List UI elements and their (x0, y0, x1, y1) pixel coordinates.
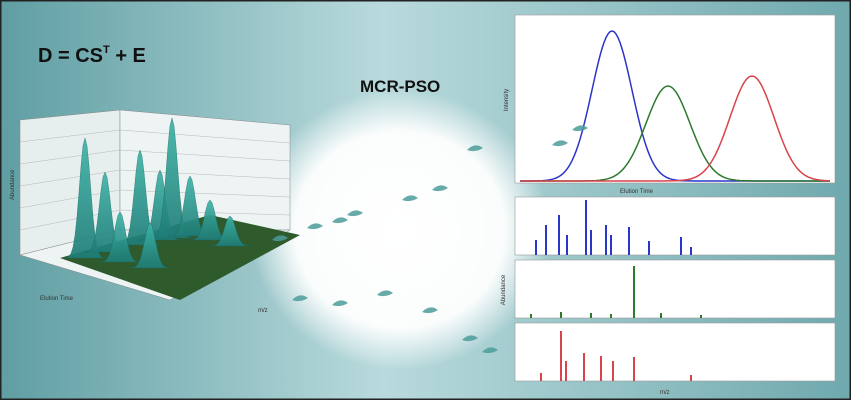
spectrum-peak (700, 315, 702, 318)
spectrum-peak (590, 313, 592, 318)
spectrum-peak (610, 314, 612, 318)
spectrum-peak (660, 313, 662, 318)
panel (515, 323, 835, 381)
page: {"formula": {"lhs": "D = CS", "superscri… (0, 0, 851, 400)
panel (515, 260, 835, 318)
spectrum-peak (600, 356, 602, 381)
spectrum-peak (585, 200, 587, 255)
glow (250, 90, 550, 370)
spectra-plot: Abundance m/z (501, 197, 835, 396)
spectrum-peak (690, 247, 692, 255)
spectrum-peak (530, 314, 532, 318)
formula: D = CST + E (38, 44, 146, 67)
method-title: MCR-PSO (360, 77, 440, 96)
panel (515, 197, 835, 255)
spectrum-peak (560, 312, 562, 318)
spectrum-peak (583, 353, 585, 381)
spectrum-peak (690, 375, 692, 381)
spectrum-peak (535, 240, 537, 255)
y-axis-label: Abundance (501, 274, 507, 305)
formula-rhs: + E (110, 45, 146, 67)
spectrum-peak (610, 235, 612, 255)
spectrum-peak (560, 331, 562, 381)
x-axis-label: Elution Time (40, 296, 74, 302)
spectrum-peak (628, 227, 630, 255)
y-axis-label: Intensity (504, 89, 510, 111)
x-axis-label: m/z (660, 390, 670, 396)
profiles-plot: Intensity Elution Time (504, 15, 835, 195)
y-axis-label: Abundance (10, 169, 16, 200)
spectrum-peak (612, 361, 614, 381)
spectrum-peak (590, 230, 592, 255)
spectrum-peak (540, 373, 542, 381)
spectrum-peak (545, 225, 547, 255)
spectrum-peak (633, 266, 635, 318)
formula-lhs: D = CS (38, 45, 103, 67)
x-axis-label: Elution Time (620, 189, 654, 195)
spectrum-peak (558, 215, 560, 255)
spectrum-peak (566, 235, 568, 255)
spectrum-peak (648, 241, 650, 255)
figure: D = CST + E MCR-PSO Elution Time Abundan… (0, 0, 851, 400)
z-axis-label: m/z (258, 308, 268, 314)
spectrum-peak (605, 225, 607, 255)
plot-frame (515, 15, 835, 183)
spectrum-peak (565, 361, 567, 381)
spectrum-peak (680, 237, 682, 255)
spectrum-peak (633, 357, 635, 381)
